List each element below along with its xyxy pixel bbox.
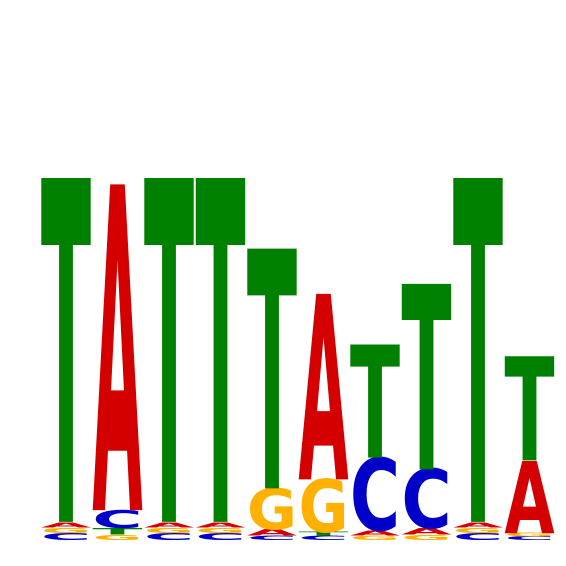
letter-C-pos-10: C (504, 536, 554, 542)
letter-A-pos-6: A (298, 244, 348, 540)
letter-C-pos-8: C (401, 454, 451, 548)
letter-T-pos-1: T (41, 85, 92, 566)
letter-T-pos-6: T (298, 531, 349, 537)
letter-T-pos-5: T (247, 185, 297, 566)
letter-T-pos-7: T (350, 313, 400, 494)
letter-C-pos-2: C (92, 506, 142, 535)
letter-A-pos-7: A (350, 529, 401, 538)
letter-C-pos-3: C (144, 531, 194, 543)
letter-T-pos-10: T (504, 328, 554, 494)
letter-A-pos-2: A (92, 97, 143, 566)
letter-C-pos-4: C (195, 531, 245, 543)
letter-T-pos-2: T (92, 527, 143, 537)
letter-G-pos-1: G (41, 526, 91, 535)
letter-A-pos-3: A (144, 520, 195, 529)
letter-G-pos-6: G (298, 465, 348, 549)
letter-G-pos-10: G (504, 532, 554, 538)
letter-G-pos-7: G (350, 534, 400, 541)
letter-T-pos-9: T (453, 85, 504, 566)
letter-C-pos-7: C (350, 439, 400, 554)
letter-T-pos-8: T (401, 234, 451, 530)
letter-G-pos-8: G (401, 533, 451, 542)
letter-G-pos-2: G (92, 533, 142, 542)
letter-A-pos-1: A (41, 520, 92, 529)
letter-C-pos-6: C (298, 534, 348, 541)
letter-A-pos-9: A (453, 520, 504, 529)
letter-G-pos-5: G (247, 478, 297, 543)
letter-A-pos-10: A (504, 440, 554, 556)
letter-A-pos-8: A (401, 527, 451, 537)
letter-T-pos-4: T (195, 85, 246, 566)
letter-G-pos-4: G (195, 526, 245, 535)
letter-C-pos-1: C (41, 531, 91, 543)
letter-T-pos-3: T (144, 85, 195, 566)
letter-G-pos-9: G (453, 526, 503, 535)
letter-C-pos-5: C (247, 534, 297, 541)
letter-C-pos-9: C (453, 531, 503, 543)
letter-A-pos-4: A (195, 520, 246, 529)
letter-A-pos-5: A (247, 527, 297, 537)
letter-G-pos-3: G (144, 526, 194, 535)
